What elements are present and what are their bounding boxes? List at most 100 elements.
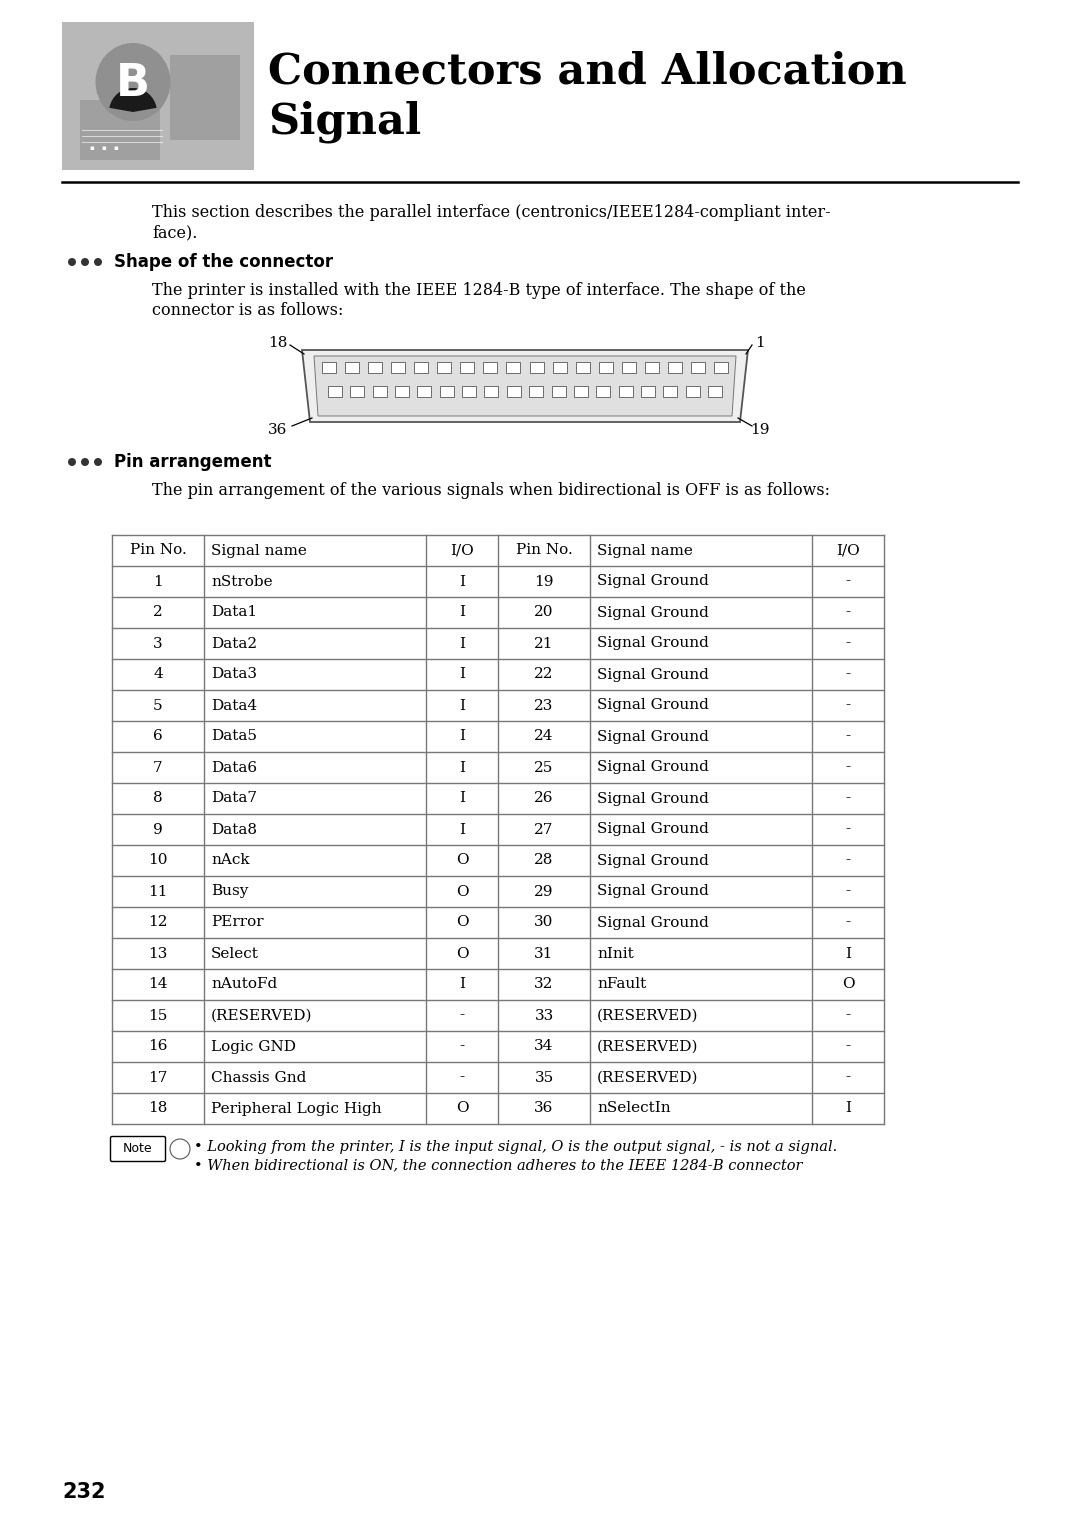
Text: 24: 24 [535, 729, 554, 744]
Text: 16: 16 [148, 1039, 167, 1053]
Text: 12: 12 [148, 915, 167, 929]
Text: Signal Ground: Signal Ground [597, 637, 708, 651]
Text: The pin arrangement of the various signals when bidirectional is OFF is as follo: The pin arrangement of the various signa… [152, 481, 831, 500]
Bar [62, 21, 254, 170]
Text: Data1: Data1 [211, 605, 257, 619]
Text: Signal Ground: Signal Ground [597, 605, 708, 619]
Text: -: - [846, 1039, 851, 1053]
Text: 1: 1 [153, 575, 163, 588]
Text: -: - [846, 915, 851, 929]
Text: 20: 20 [535, 605, 554, 619]
Text: 13: 13 [148, 946, 167, 961]
Text: 28: 28 [535, 854, 554, 868]
Text: 2: 2 [153, 605, 163, 619]
Text: (RESERVED): (RESERVED) [597, 1039, 699, 1053]
Text: Note: Note [123, 1143, 152, 1155]
Bar [462, 387, 476, 397]
Text: 10: 10 [148, 854, 167, 868]
Bar [328, 387, 342, 397]
Text: I: I [459, 698, 465, 712]
Text: Data6: Data6 [211, 761, 257, 775]
Text: 30: 30 [535, 915, 554, 929]
Text: 18: 18 [268, 336, 287, 350]
Ellipse shape [81, 458, 89, 466]
Bar [440, 387, 454, 397]
Text: Busy: Busy [211, 885, 248, 898]
Bar [417, 387, 431, 397]
Text: -: - [846, 605, 851, 619]
Bar [714, 362, 728, 373]
Text: Select: Select [211, 946, 259, 961]
Text: Data7: Data7 [211, 792, 257, 805]
Bar [640, 387, 654, 397]
Bar [460, 362, 474, 373]
Bar [485, 387, 499, 397]
Text: 6: 6 [153, 729, 163, 744]
Text: Signal Ground: Signal Ground [597, 575, 708, 588]
Text: I: I [845, 946, 851, 961]
Text: The printer is installed with the IEEE 1284-B type of interface. The shape of th: The printer is installed with the IEEE 1… [152, 283, 806, 299]
Text: Signal name: Signal name [211, 544, 307, 558]
Text: I: I [459, 605, 465, 619]
Text: 1: 1 [755, 336, 765, 350]
Text: Peripheral Logic High: Peripheral Logic High [211, 1102, 381, 1115]
Text: (RESERVED): (RESERVED) [597, 1008, 699, 1022]
Bar [691, 362, 705, 373]
Text: 18: 18 [148, 1102, 167, 1115]
Bar [373, 387, 387, 397]
Ellipse shape [94, 258, 102, 266]
Text: nAutoFd: nAutoFd [211, 978, 278, 992]
Text: 9: 9 [153, 822, 163, 836]
Text: 19: 19 [535, 575, 554, 588]
Text: ▪: ▪ [102, 145, 106, 151]
Text: (RESERVED): (RESERVED) [211, 1008, 312, 1022]
Text: Data8: Data8 [211, 822, 257, 836]
Text: Data4: Data4 [211, 698, 257, 712]
Text: Signal Ground: Signal Ground [597, 668, 708, 681]
Text: 33: 33 [535, 1008, 554, 1022]
Bar [622, 362, 636, 373]
Text: I: I [459, 637, 465, 651]
Bar [368, 362, 382, 373]
Text: 8: 8 [153, 792, 163, 805]
Ellipse shape [94, 458, 102, 466]
Text: 29: 29 [535, 885, 554, 898]
Text: 36: 36 [268, 423, 287, 437]
Text: -: - [846, 698, 851, 712]
Text: 36: 36 [535, 1102, 554, 1115]
Text: O: O [456, 915, 469, 929]
Text: Signal name: Signal name [597, 544, 693, 558]
Text: 3: 3 [153, 637, 163, 651]
Text: Chassis Gnd: Chassis Gnd [211, 1071, 307, 1085]
Bar [170, 55, 240, 141]
Text: Pin arrangement: Pin arrangement [114, 452, 271, 471]
Bar [529, 387, 543, 397]
Bar [80, 99, 160, 160]
Text: 34: 34 [535, 1039, 554, 1053]
Bar [507, 387, 521, 397]
Text: O: O [456, 854, 469, 868]
Text: Signal Ground: Signal Ground [597, 885, 708, 898]
Text: 7: 7 [153, 761, 163, 775]
Bar [484, 362, 498, 373]
Text: face).: face). [152, 225, 198, 241]
Text: 232: 232 [62, 1482, 106, 1502]
Text: I/O: I/O [836, 544, 860, 558]
Text: Signal Ground: Signal Ground [597, 729, 708, 744]
Text: Data2: Data2 [211, 637, 257, 651]
Text: O: O [456, 946, 469, 961]
Text: -: - [846, 1008, 851, 1022]
Text: O: O [841, 978, 854, 992]
Text: -: - [846, 854, 851, 868]
Text: 15: 15 [148, 1008, 167, 1022]
Bar [573, 387, 588, 397]
Text: 5: 5 [153, 698, 163, 712]
Text: -: - [846, 792, 851, 805]
Text: Pin No.: Pin No. [130, 544, 187, 558]
Bar [553, 362, 567, 373]
Text: I: I [459, 668, 465, 681]
Text: Logic GND: Logic GND [211, 1039, 296, 1053]
Text: This section describes the parallel interface (centronics/IEEE1284-compliant int: This section describes the parallel inte… [152, 205, 831, 222]
Text: I: I [459, 822, 465, 836]
Ellipse shape [68, 258, 76, 266]
